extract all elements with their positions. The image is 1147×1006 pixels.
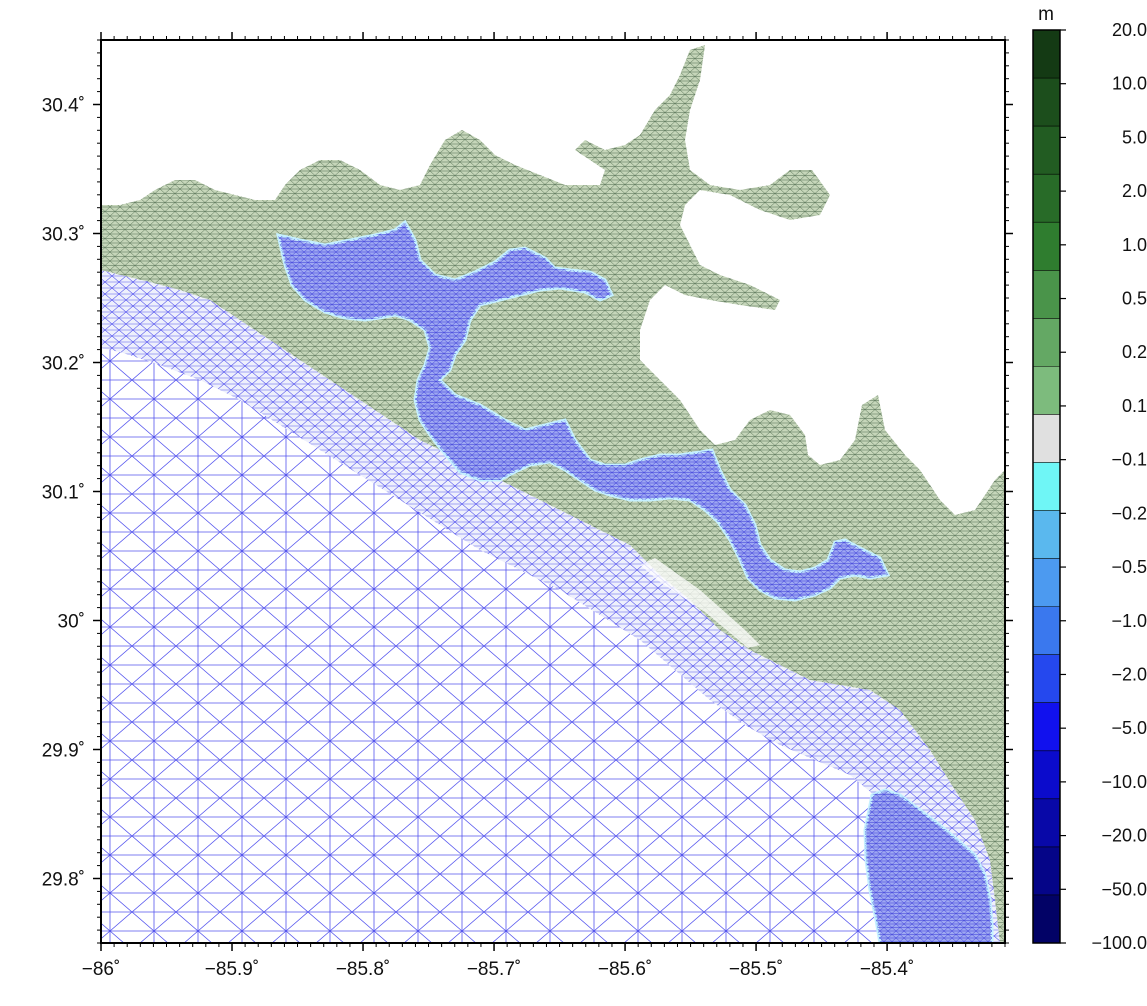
colorbar-label: 0.2: [1122, 342, 1147, 362]
colorbar-label: 2.0: [1122, 181, 1147, 201]
colorbar-frame: [1032, 29, 1061, 944]
lon-tick-label: −85.5˚: [729, 959, 783, 980]
colorbar-label: −50.0: [1101, 879, 1147, 899]
colorbar-swatch: [1033, 702, 1060, 752]
colorbar-label: −1.0: [1111, 611, 1147, 631]
colorbar-swatch: [1033, 894, 1060, 944]
lon-tick-label: −85.9˚: [205, 959, 259, 980]
nearshore-mesh: [101, 270, 1000, 943]
lat-tick-label: 30.1˚: [42, 483, 85, 504]
colorbar-label: −20.0: [1101, 826, 1147, 846]
barrier-island-streak: [640, 558, 760, 648]
colorbar-swatch: [1033, 606, 1060, 656]
colorbar-label: −0.5: [1111, 557, 1147, 577]
colorbar-label: −10.0: [1101, 772, 1147, 792]
colorbar-swatch: [1033, 318, 1060, 367]
colorbar-swatch: [1033, 510, 1060, 560]
lat-tick-label: 30.2˚: [42, 354, 85, 375]
colorbar-swatch: [1033, 654, 1060, 704]
mesh-map: [101, 40, 1005, 943]
longitude-ticks: −86˚ −85.9˚ −85.8˚ −85.7˚ −85.6˚ −85.5˚ −85.4˚: [82, 32, 1006, 980]
colorbar-label: 20.0: [1112, 20, 1147, 40]
lat-tick-label: 30.3˚: [42, 225, 85, 246]
colorbar: 20.0 10.0 5.0 2.0 1.0 0.5 0.2 0.1 −0.1 −0.2 −0.5 −1…: [1032, 20, 1147, 953]
colorbar-swatch: [1033, 126, 1060, 175]
colorbar-label: −2.0: [1111, 664, 1147, 684]
colorbar-label: 0.1: [1122, 396, 1147, 416]
southeast-bay-mesh: [865, 790, 992, 943]
lat-tick-label: 30.4˚: [42, 96, 85, 117]
colorbar-swatch: [1033, 174, 1060, 223]
colorbar-label: −0.1: [1111, 450, 1147, 470]
lon-tick-label: −85.8˚: [336, 959, 390, 980]
lon-tick-label: −85.6˚: [598, 959, 652, 980]
lon-tick-label: −86˚: [82, 959, 121, 980]
lat-tick-label: 29.9˚: [42, 741, 85, 762]
colorbar-swatch: [1033, 30, 1060, 79]
colorbar-swatch: [1033, 270, 1060, 319]
lat-tick-label: 29.8˚: [42, 870, 85, 891]
colorbar-swatch: [1033, 462, 1060, 512]
colorbar-unit: m: [1038, 4, 1054, 25]
colorbar-swatch: [1033, 558, 1060, 608]
colorbar-swatch: [1033, 366, 1060, 415]
colorbar-label: −0.2: [1111, 503, 1147, 523]
colorbar-swatch: [1033, 798, 1060, 848]
colorbar-label: 10.0: [1112, 74, 1147, 94]
colorbar-label: −5.0: [1111, 718, 1147, 738]
colorbar-label: 5.0: [1122, 127, 1147, 147]
colorbar-swatch: [1033, 846, 1060, 896]
colorbar-swatch: [1033, 78, 1060, 127]
colorbar-swatch: [1033, 750, 1060, 800]
colorbar-label: 1.0: [1122, 235, 1147, 255]
colorbar-swatch: [1033, 414, 1060, 463]
latitude-ticks: 30.4˚ 30.3˚ 30.2˚ 30.1˚ 30˚ 29.9˚ 29.8˚: [42, 39, 1013, 944]
lon-tick-label: −85.4˚: [860, 959, 914, 980]
lat-tick-label: 30˚: [58, 612, 85, 633]
colorbar-label: 0.5: [1122, 289, 1147, 309]
colorbar-swatch: [1033, 222, 1060, 271]
bay-mesh: [278, 222, 888, 600]
colorbar-label: −100.0: [1091, 933, 1147, 953]
lon-tick-label: −85.7˚: [467, 959, 521, 980]
